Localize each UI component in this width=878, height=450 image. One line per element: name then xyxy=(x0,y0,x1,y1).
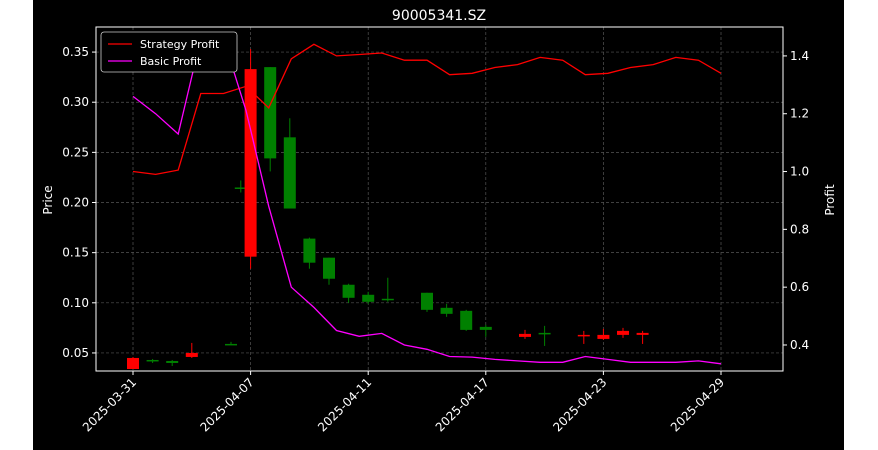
right-tick-label: 1.2 xyxy=(790,107,809,121)
candle-body xyxy=(234,187,247,189)
figure-background xyxy=(33,0,844,450)
candle-body xyxy=(577,334,590,337)
right-tick-label: 1.4 xyxy=(790,49,809,63)
left-tick-label: 0.15 xyxy=(62,246,89,260)
grid-lines xyxy=(96,27,783,371)
candle-body xyxy=(381,298,394,301)
chart-title: 90005341.SZ xyxy=(392,8,486,24)
right-tick-label: 0.4 xyxy=(790,338,809,352)
legend-box xyxy=(100,31,238,73)
candle-body xyxy=(323,257,335,279)
candle-body xyxy=(597,334,610,339)
candle-body xyxy=(519,333,531,337)
candle-body xyxy=(460,310,473,330)
candle-body xyxy=(421,292,433,310)
candle-body xyxy=(538,332,551,335)
plot-area-frame xyxy=(95,26,784,372)
candle-body xyxy=(146,359,159,362)
left-y-axis-label: Price xyxy=(41,185,55,214)
left-y-axis: 0.05 0.10 0.15 0.20 0.25 0.30 0.35 xyxy=(62,45,96,360)
candle-body xyxy=(303,238,316,263)
candle-body xyxy=(362,294,375,302)
candle-body xyxy=(264,67,277,159)
candle-body xyxy=(283,137,296,209)
candle-body xyxy=(127,357,139,369)
left-tick-label: 0.20 xyxy=(62,196,89,210)
strategy-profit-line xyxy=(132,43,722,176)
right-y-axis-label: Profit xyxy=(823,184,837,216)
left-tick-label: 0.25 xyxy=(62,145,89,159)
left-tick-label: 0.10 xyxy=(62,296,89,310)
right-tick-label: 0.6 xyxy=(790,280,809,294)
candle-body xyxy=(225,343,237,346)
candle-body xyxy=(342,284,355,298)
candle-body xyxy=(636,332,649,335)
candle-body xyxy=(166,360,179,363)
legend-strategy-label: Strategy Profit xyxy=(140,38,220,51)
candle-body xyxy=(185,352,198,357)
left-tick-label: 0.05 xyxy=(62,346,89,360)
candle-body xyxy=(440,307,453,314)
candle-body xyxy=(617,330,629,335)
candle-body xyxy=(244,69,257,257)
right-tick-label: 0.8 xyxy=(790,222,809,236)
legend-basic-label: Basic Profit xyxy=(140,55,202,68)
candlestick-series xyxy=(127,49,649,369)
right-y-axis: 0.4 0.6 0.8 1.0 1.2 1.4 xyxy=(783,49,809,352)
candle-body xyxy=(479,326,492,330)
right-tick-label: 1.0 xyxy=(790,165,809,179)
legend: Strategy Profit Basic Profit xyxy=(100,31,238,73)
left-tick-label: 0.35 xyxy=(62,45,89,59)
left-tick-label: 0.30 xyxy=(62,95,89,109)
